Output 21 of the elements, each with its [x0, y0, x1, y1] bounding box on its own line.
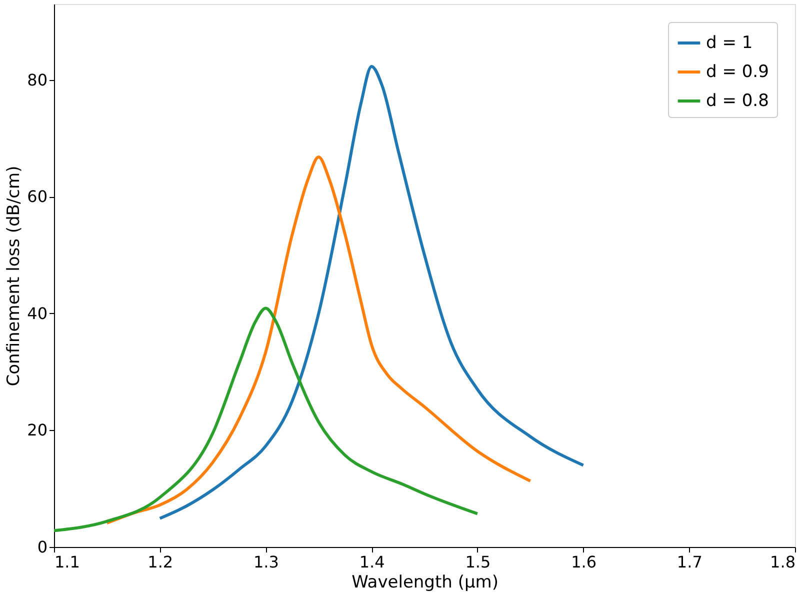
y-tick-label: 40 — [27, 304, 48, 323]
legend-label: d = 0.9 — [706, 62, 769, 82]
x-tick-label: 1.2 — [148, 552, 174, 572]
y-tick-label: 20 — [27, 420, 48, 440]
y-tick-label: 60 — [27, 187, 48, 206]
x-tick-label: 1.4 — [359, 552, 385, 572]
x-tick-label: 1.7 — [676, 552, 702, 572]
x-axis-title: Wavelength (μm) — [352, 572, 498, 592]
legend-label: d = 1 — [706, 33, 753, 53]
x-tick-label: 1.3 — [253, 552, 279, 572]
x-tick-label: 1.6 — [571, 552, 597, 572]
legend-label: d = 0.8 — [706, 91, 769, 111]
line-series — [54, 306, 479, 532]
line-series — [158, 64, 585, 520]
x-tick-label: 1.8 — [770, 552, 796, 572]
x-tick-label: 1.5 — [465, 552, 491, 572]
y-tick-label: 0 — [37, 538, 48, 556]
x-tick-label: 1.1 — [54, 552, 80, 572]
y-axis-title: Confinement loss (dB/cm) — [4, 166, 24, 386]
y-tick-label: 80 — [27, 70, 48, 90]
line-series — [105, 155, 532, 525]
